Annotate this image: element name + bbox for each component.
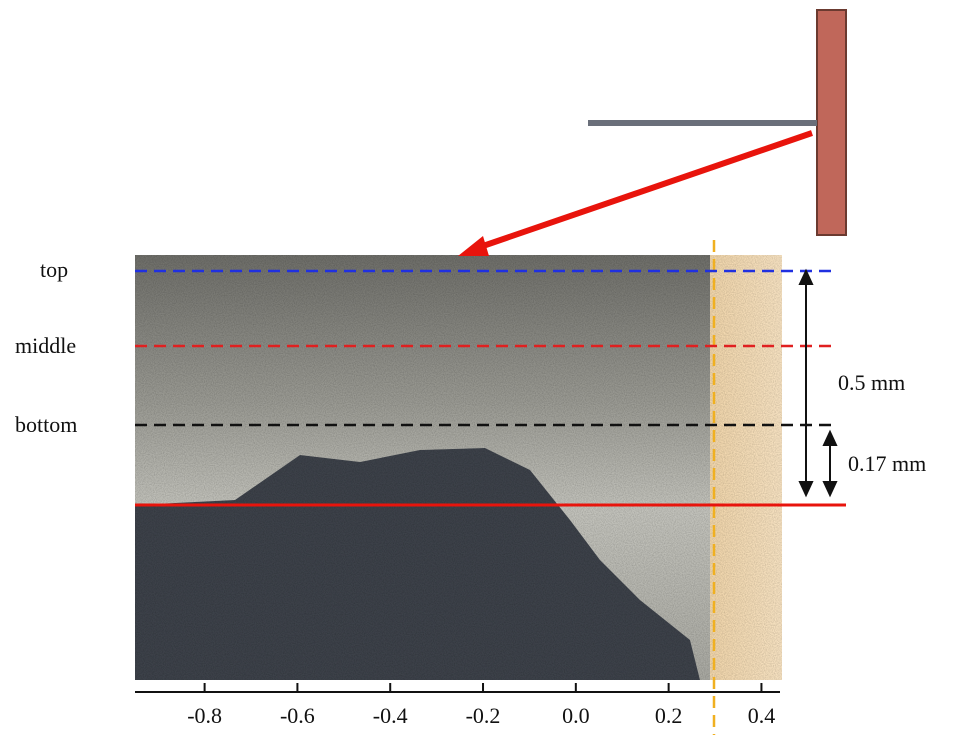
tick-label: 0.0 xyxy=(562,703,590,728)
dimension-arrows xyxy=(798,268,838,498)
label: top xyxy=(40,257,68,282)
tool-shoulder xyxy=(816,9,847,236)
tick-label: -0.2 xyxy=(466,703,501,728)
tick-label: -0.8 xyxy=(187,703,222,728)
micrograph xyxy=(135,255,782,680)
dimension-label: 0.17 mm xyxy=(848,451,926,476)
tick-label: -0.4 xyxy=(373,703,408,728)
tick-label: 0.4 xyxy=(748,703,776,728)
tick-label: -0.6 xyxy=(280,703,315,728)
tick-label: 0.2 xyxy=(655,703,683,728)
substrate xyxy=(700,255,782,680)
arrow xyxy=(479,130,813,250)
dimension-label: 0.5 mm xyxy=(838,370,905,395)
arrow-head xyxy=(458,236,489,256)
label: middle xyxy=(15,333,76,358)
label: bottom xyxy=(15,412,77,437)
